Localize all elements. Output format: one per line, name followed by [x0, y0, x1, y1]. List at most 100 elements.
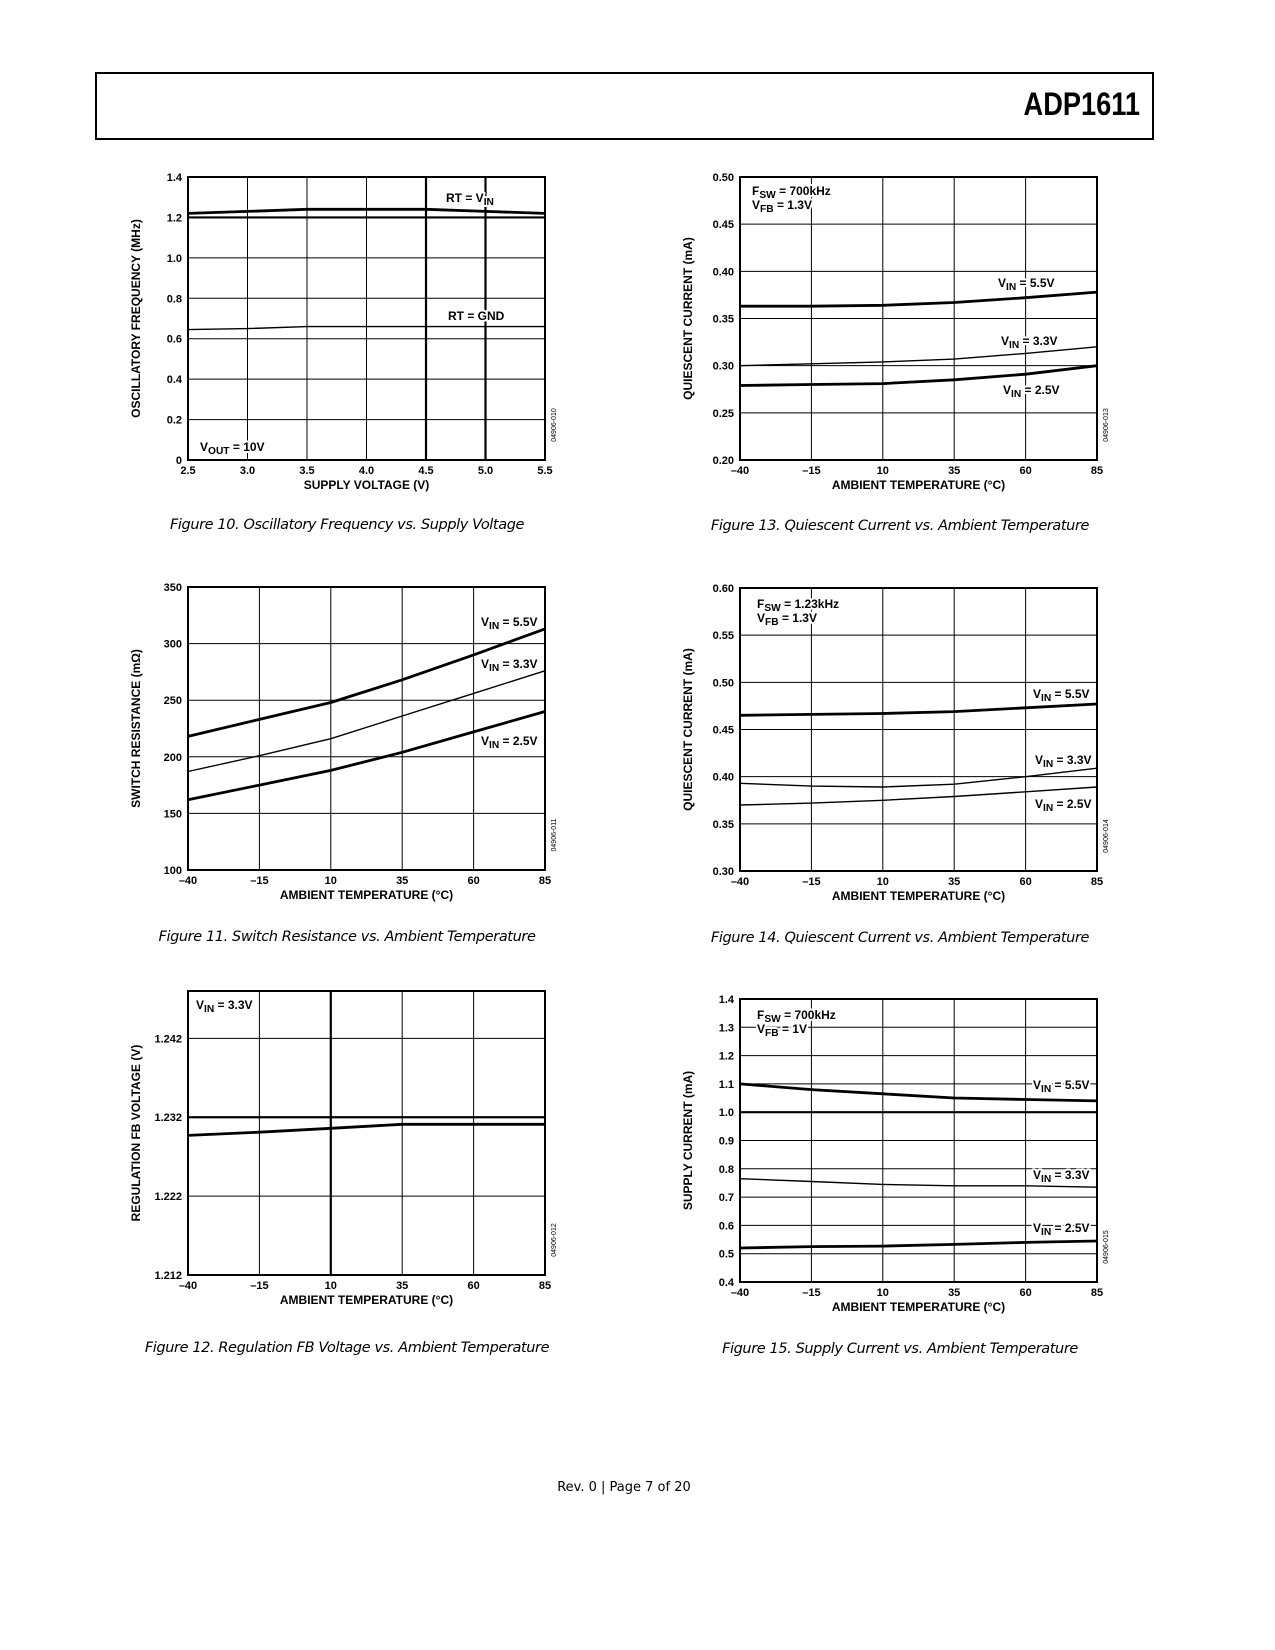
figure-caption: Figure 11. Switch Resistance vs. Ambient…: [158, 929, 536, 945]
y-tick-label: 0.4: [167, 374, 183, 386]
plot-frame: [739, 998, 1098, 1283]
label-text: V: [752, 198, 760, 212]
y-tick-label: 1.242: [154, 1033, 182, 1045]
x-tick-label: 35: [396, 875, 408, 887]
label-subscript: FB: [760, 204, 774, 215]
y-tick-label: 0.50: [713, 172, 734, 184]
plot-frame: [739, 176, 1098, 461]
plot-frame: [187, 990, 546, 1276]
label-text: = 3.3V: [1051, 1168, 1089, 1182]
y-tick-label: 0.20: [713, 455, 734, 467]
figure-caption: Figure 15. Supply Current vs. Ambient Te…: [722, 1341, 1078, 1357]
label-subscript: FB: [765, 617, 779, 628]
label-text: = 1.23kHz: [781, 597, 839, 611]
series-label: RT = GND: [448, 309, 505, 323]
series-line: [187, 670, 546, 773]
annotation: FSW = 700kHz: [752, 184, 831, 201]
y-tick-label: 0.45: [713, 219, 734, 231]
label-text: V: [1003, 383, 1011, 397]
x-tick-label: –40: [179, 1280, 197, 1292]
figure-caption: Figure 13. Quiescent Current vs. Ambient…: [710, 518, 1090, 534]
label-text: V: [200, 440, 208, 454]
label-text: V: [481, 657, 489, 671]
series-label: VIN = 2.5V: [1033, 1221, 1090, 1238]
label-text: = 3.3V: [1019, 334, 1057, 348]
label-text: V: [1033, 1078, 1041, 1092]
label-text: V: [998, 276, 1006, 290]
y-tick-label: 1.232: [154, 1112, 182, 1124]
label-subscript: IN: [1043, 803, 1053, 814]
label-text: V: [196, 998, 204, 1012]
x-tick-label: 60: [1019, 876, 1031, 888]
label-text: = 5.5V: [1051, 1078, 1089, 1092]
y-tick-label: 200: [164, 752, 182, 764]
x-tick-label: 60: [1019, 465, 1031, 477]
label-text: = 3.3V: [214, 998, 252, 1012]
series-line: [740, 290, 1098, 308]
x-tick-label: 10: [877, 465, 889, 477]
y-axis-label: QUIESCENT CURRENT (mA): [681, 648, 695, 811]
label-subscript: IN: [1041, 1227, 1051, 1238]
x-tick-label: 10: [325, 875, 337, 887]
label-text: V: [1035, 797, 1043, 811]
label-subscript: IN: [1006, 282, 1016, 293]
label-text: V: [757, 1022, 765, 1036]
label-subscript: IN: [1011, 389, 1021, 400]
chart-2: –40 –15 10 35 60 85 100 150 200 250 300 350 AMBIENT …: [129, 582, 558, 902]
annotation: VOUT = 10V: [200, 440, 265, 457]
y-tick-label: 0.30: [713, 361, 734, 373]
label-text: = 10V: [230, 440, 265, 454]
x-axis-label: SUPPLY VOLTAGE (V): [304, 478, 430, 492]
label-text: V: [481, 615, 489, 629]
x-tick-label: –40: [731, 465, 749, 477]
label-text: RT = GND: [448, 309, 505, 323]
x-tick-label: 85: [539, 1280, 551, 1292]
series-label: VIN = 2.5V: [481, 734, 538, 751]
label-text: = 2.5V: [1051, 1221, 1089, 1235]
x-tick-label: 35: [948, 1287, 960, 1299]
label-text: V: [481, 734, 489, 748]
label-subscript: IN: [489, 663, 499, 674]
annotation: FSW = 700kHz: [757, 1008, 836, 1025]
x-tick-label: 60: [467, 1280, 479, 1292]
label-subscript: IN: [204, 1004, 214, 1015]
chart-1: 2.5 3.0 3.5 4.0 4.5 5.0 5.5 0 0.2 0.4 0.6 0.8 1.0 1.2…: [129, 172, 558, 492]
y-tick-label: 0.40: [713, 266, 734, 278]
label-text: F: [757, 1008, 764, 1022]
annotation: VFB = 1.3V: [752, 198, 812, 215]
y-axis-label: SUPPLY CURRENT (mA): [681, 1071, 695, 1210]
y-tick-label: 0.5: [719, 1249, 734, 1261]
y-tick-label: 0.40: [713, 772, 734, 784]
label-text: = 2.5V: [1053, 797, 1091, 811]
x-tick-label: 4.5: [418, 465, 433, 477]
label-subscript: IN: [489, 740, 499, 751]
x-axis-label: AMBIENT TEMPERATURE (°C): [832, 1300, 1005, 1314]
label-text: V: [1033, 1221, 1041, 1235]
series-line: [739, 364, 1098, 387]
series-label: VIN = 2.5V: [1035, 797, 1092, 814]
x-tick-label: 5.0: [478, 465, 493, 477]
y-tick-label: 0.8: [167, 293, 182, 305]
figure-caption: Figure 12. Regulation FB Voltage vs. Amb…: [144, 1340, 550, 1356]
series-label: VIN = 5.5V: [481, 615, 538, 632]
label-text: F: [752, 184, 759, 198]
label-subscript: IN: [1041, 1174, 1051, 1185]
x-tick-label: –40: [731, 1287, 749, 1299]
y-axis-label: SWITCH RESISTANCE (mΩ): [129, 649, 143, 808]
label-text: V: [1035, 753, 1043, 767]
x-tick-label: –15: [802, 1287, 820, 1299]
x-tick-label: –40: [731, 876, 749, 888]
figure-code: 04906-015: [1103, 1230, 1110, 1264]
y-tick-label: 100: [164, 865, 182, 877]
series-line: [187, 627, 546, 738]
label-text: V: [1033, 1168, 1041, 1182]
figure-code: 04906-013: [1103, 408, 1110, 442]
figure-caption: Figure 10. Oscillatory Frequency vs. Sup…: [169, 517, 525, 533]
y-tick-label: 0.2: [167, 415, 182, 427]
label-text: = 1V: [779, 1022, 807, 1036]
annotation: VFB = 1V: [757, 1022, 807, 1039]
y-tick-label: 0.4: [719, 1277, 735, 1289]
annotation: VFB = 1.3V: [757, 611, 817, 628]
label-text: = 1.3V: [774, 198, 812, 212]
